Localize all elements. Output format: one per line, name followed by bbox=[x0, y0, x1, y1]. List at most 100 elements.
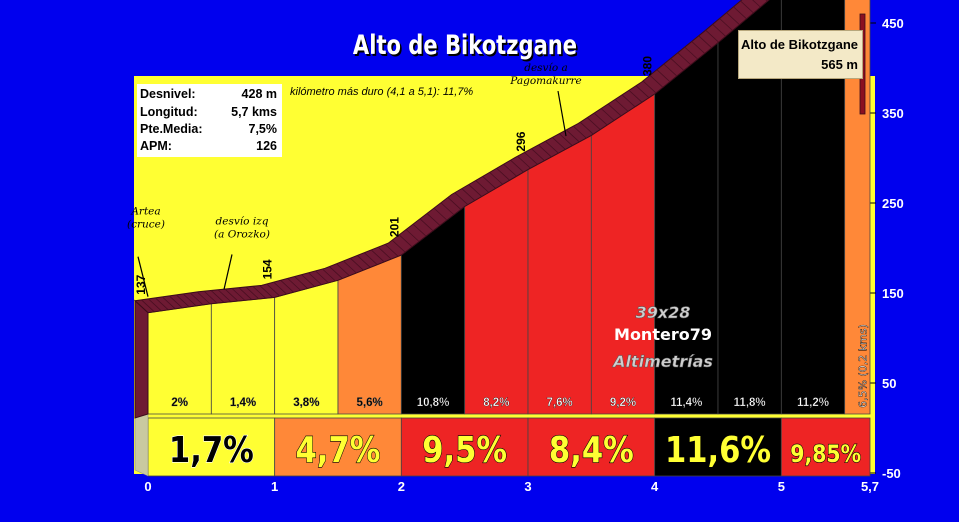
elevation-label: 201 bbox=[387, 217, 401, 237]
y-tick-label: 50 bbox=[882, 376, 896, 391]
annotation-leader bbox=[557, 90, 567, 137]
road-hatch bbox=[329, 266, 343, 279]
road-hatch bbox=[412, 223, 427, 237]
road-hatch bbox=[691, 41, 705, 54]
annotation-leader bbox=[137, 256, 149, 297]
x-tick-label: 2 bbox=[398, 479, 405, 494]
road-hatch bbox=[531, 148, 545, 162]
road-hatch bbox=[196, 291, 211, 305]
road-hatch bbox=[468, 184, 483, 197]
y-tick-label: 350 bbox=[882, 106, 904, 121]
chart-title: Alto de Bikotzgane bbox=[352, 30, 578, 61]
annotation-leader bbox=[223, 254, 233, 290]
credit-author: Montero79 bbox=[614, 325, 712, 344]
road-left-cap bbox=[134, 299, 149, 419]
road-hatch bbox=[733, 6, 747, 20]
stat-label: Desnivel: bbox=[140, 87, 196, 101]
road-hatch bbox=[266, 283, 281, 297]
road-hatch bbox=[649, 75, 664, 88]
road-hatch bbox=[475, 180, 490, 193]
road-hatch bbox=[677, 52, 692, 66]
stat-label: Pte.Media: bbox=[140, 122, 203, 136]
road-hatch bbox=[168, 295, 183, 309]
road-hatch bbox=[210, 290, 225, 303]
road-hatch bbox=[343, 260, 357, 274]
km-average-block bbox=[780, 417, 871, 477]
km-average-block bbox=[654, 417, 782, 477]
road-hatch bbox=[538, 144, 552, 158]
road-hatch bbox=[350, 257, 364, 271]
stat-row-apm: APM: 126 bbox=[140, 139, 277, 156]
km-average-label: 1,7% bbox=[169, 429, 254, 471]
road-hatch bbox=[712, 24, 726, 37]
segment-grade-label: 11,4% bbox=[670, 397, 702, 409]
road-hatch bbox=[419, 218, 434, 232]
segment-grade-label: 9,2% bbox=[610, 397, 636, 409]
y-tick-label: -50 bbox=[882, 466, 901, 481]
annotation-text: Artea bbox=[130, 206, 160, 218]
segment-grade-label: 11,2% bbox=[797, 397, 829, 409]
km-average-label: 8,4% bbox=[549, 429, 634, 471]
stat-value: 7,5% bbox=[248, 122, 278, 136]
annotation-text: desvío izq bbox=[216, 215, 269, 227]
road-hatch bbox=[482, 176, 496, 189]
road-hatch bbox=[370, 249, 385, 263]
road-hatch bbox=[461, 188, 476, 201]
road-hatch bbox=[273, 281, 287, 295]
road-hatch bbox=[656, 69, 671, 82]
summit-name: Alto de Bikotzgane bbox=[740, 37, 858, 52]
km-average-label: 9,5% bbox=[422, 429, 507, 471]
x-tick-label: 3 bbox=[524, 479, 531, 494]
road-hatch bbox=[398, 234, 413, 248]
road-hatch bbox=[287, 278, 301, 291]
road-hatch bbox=[503, 163, 517, 177]
segment-block bbox=[274, 279, 339, 415]
elevation-label: 380 bbox=[641, 56, 655, 76]
road-hatch bbox=[752, 0, 761, 8]
segment-grade-label: 11,8% bbox=[734, 397, 766, 409]
segment-grade-label: 2% bbox=[171, 397, 188, 409]
road-hatch bbox=[363, 252, 378, 265]
y-tick-label: 250 bbox=[882, 196, 904, 211]
road-hatch bbox=[301, 274, 315, 287]
y-tick-label: 150 bbox=[882, 286, 904, 301]
stats-box: Desnivel: 428 m Longitud: 5,7 kms Pte.Me… bbox=[137, 84, 282, 157]
road-hatch bbox=[670, 58, 685, 71]
road-hatch bbox=[357, 255, 371, 268]
base-side bbox=[134, 413, 149, 477]
road-hatch bbox=[440, 202, 455, 216]
km-average-block bbox=[274, 417, 402, 477]
summit-elevation: 565 m bbox=[821, 57, 858, 72]
y-tick-label: 450 bbox=[882, 16, 904, 31]
road-hatch bbox=[614, 99, 629, 112]
road-hatch bbox=[384, 244, 399, 257]
road-hatch bbox=[719, 18, 733, 31]
credit-gear: 39x28 bbox=[636, 303, 691, 322]
road-hatch bbox=[224, 288, 239, 302]
road-hatch bbox=[607, 103, 622, 117]
segment-block bbox=[464, 168, 529, 415]
segment-grade-label: 5,6% bbox=[357, 397, 383, 409]
road-hatch bbox=[315, 270, 329, 284]
road-hatch bbox=[322, 268, 336, 282]
road-hatch bbox=[628, 89, 643, 103]
road-hatch bbox=[447, 197, 462, 210]
segment-grade-label: 8,2% bbox=[483, 397, 509, 409]
road-hatch bbox=[148, 298, 162, 312]
km-average-label: 9,85% bbox=[790, 440, 861, 468]
segment-grade-label: 7,6% bbox=[547, 397, 573, 409]
road-hatch bbox=[684, 46, 699, 60]
road-hatch bbox=[454, 192, 469, 205]
road-hatch bbox=[238, 287, 253, 300]
road-hatch bbox=[496, 168, 510, 181]
road-hatch bbox=[579, 121, 594, 135]
road-hatch bbox=[336, 263, 350, 277]
road-hatch bbox=[391, 239, 406, 253]
stat-value: 428 m bbox=[241, 87, 277, 101]
road-hatch bbox=[245, 286, 260, 300]
x-tick-label: 4 bbox=[651, 479, 659, 494]
km-average-block bbox=[147, 417, 276, 477]
road-hatch bbox=[161, 296, 176, 310]
road-hatch bbox=[740, 0, 754, 14]
road-hatch bbox=[426, 213, 441, 226]
